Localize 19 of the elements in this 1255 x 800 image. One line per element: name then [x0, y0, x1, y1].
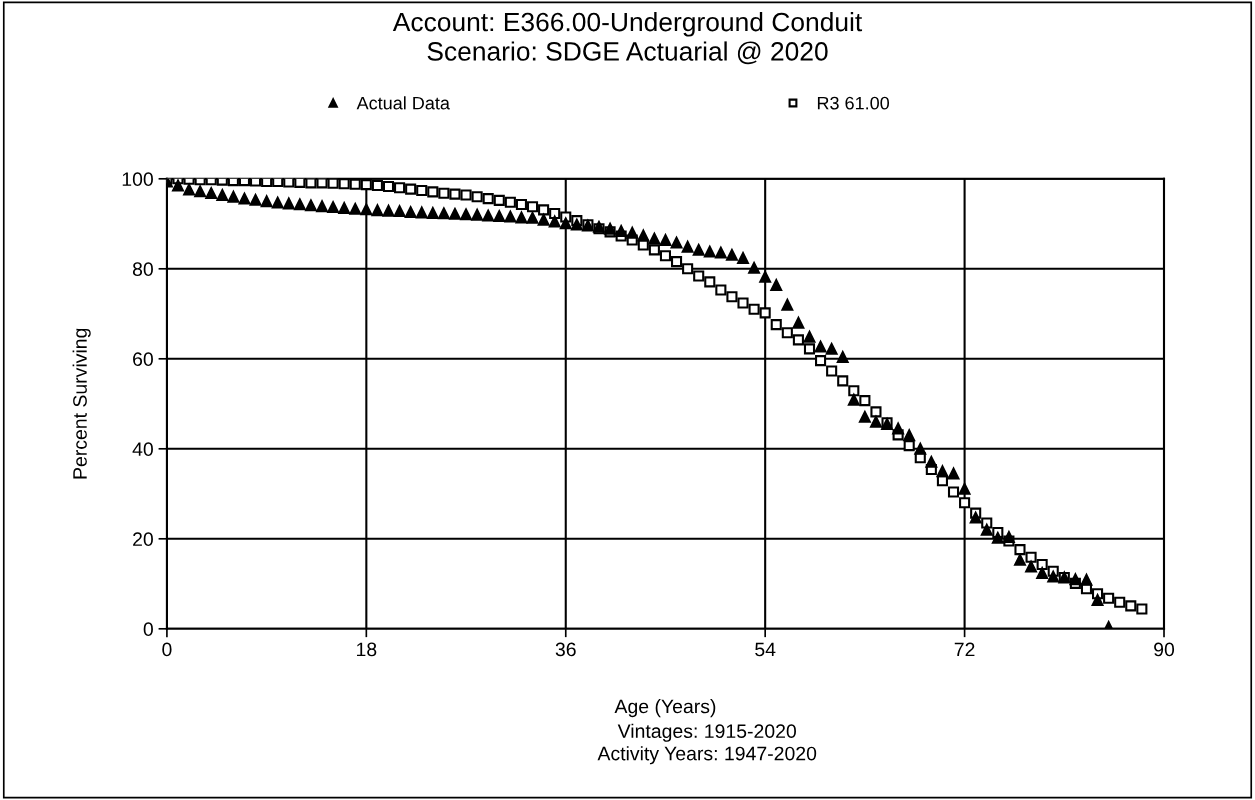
x-tick-label: 18	[357, 642, 377, 657]
y-tick-label: 100	[122, 172, 153, 187]
x-tick-label: 72	[954, 642, 975, 657]
legend-label: R3 61.00	[817, 96, 890, 110]
x-tick-label: 90	[1154, 642, 1175, 657]
y-tick-label: 20	[133, 532, 153, 547]
legend-label: Actual Data	[356, 96, 450, 110]
chart-title: Account: E366.00-Underground Conduit Scenario: SDGE Actuarial @ 2020	[392, 12, 863, 65]
y-tick-label: 40	[132, 442, 153, 457]
text: Activity Years: 1947-2020	[597, 746, 817, 765]
text: Vintages: 1915-2020	[617, 723, 796, 742]
x-tick-label: 36	[555, 642, 576, 657]
x-tick-label: 54	[755, 642, 776, 657]
y-tick-label: 80	[132, 262, 153, 277]
y-tick-label: 60	[133, 352, 153, 367]
x-axis-title: Age (Years)	[614, 699, 716, 718]
y-tick-label: 0	[143, 622, 153, 637]
y-axis-title: Percent Surviving	[72, 328, 91, 479]
x-tick-label: 0	[162, 642, 172, 657]
